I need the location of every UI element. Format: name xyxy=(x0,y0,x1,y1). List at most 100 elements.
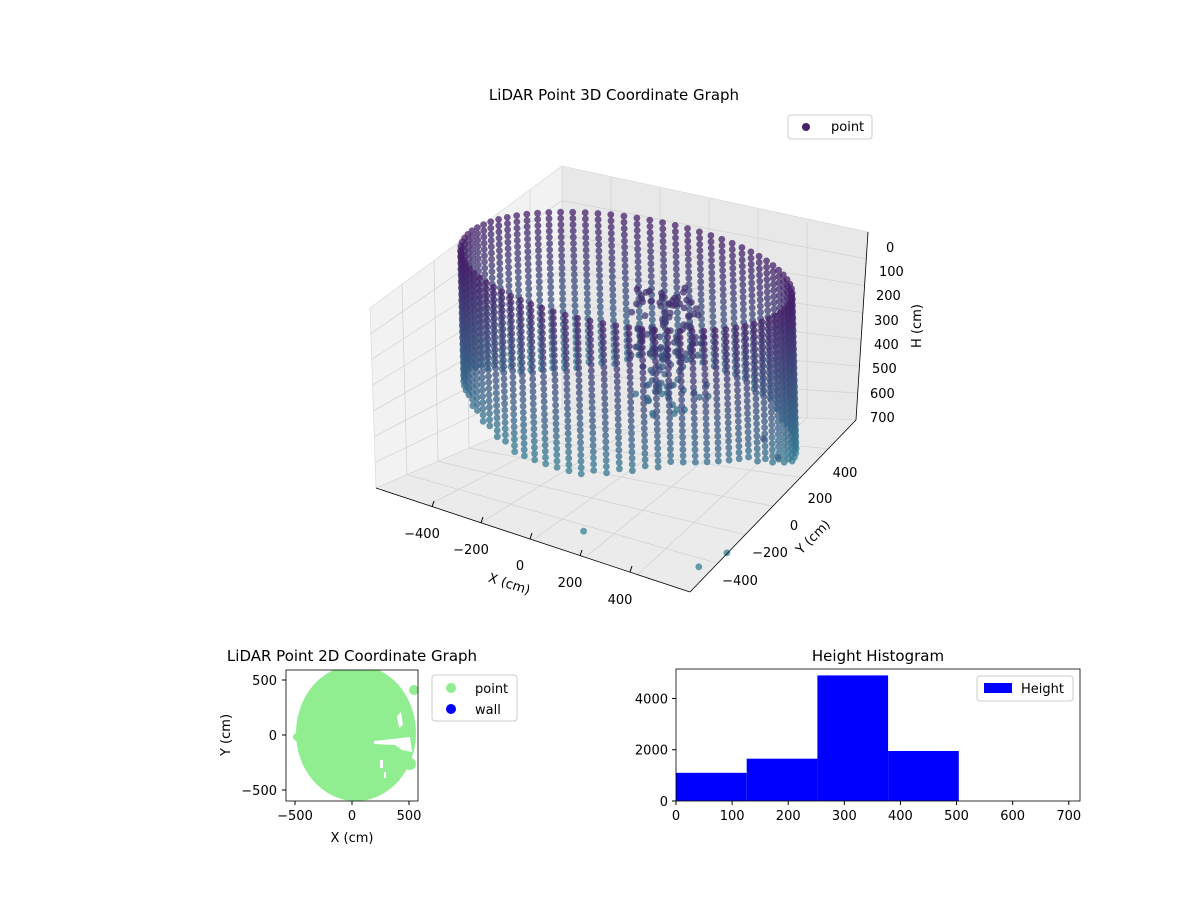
scatter-point xyxy=(742,335,750,343)
scatter-point xyxy=(657,379,665,387)
scatter-point xyxy=(713,401,721,409)
scatter-point xyxy=(647,297,655,305)
scatter-point xyxy=(703,446,711,453)
scatter-point xyxy=(538,323,546,331)
scatter-point xyxy=(535,272,543,279)
scatter-point xyxy=(756,271,763,279)
scatter-point xyxy=(613,359,621,367)
y-tick-label-2d: 500 xyxy=(252,674,277,689)
scatter-point xyxy=(553,439,560,446)
y-axis-label-2d: Y (cm) xyxy=(219,714,234,757)
scatter-point xyxy=(576,408,584,415)
scatter-point xyxy=(622,306,630,313)
scatter-point xyxy=(491,339,499,347)
scatter-point xyxy=(483,322,491,330)
scatter-point xyxy=(735,449,743,456)
scatter-point xyxy=(547,283,555,291)
scatter-point xyxy=(756,277,764,285)
scatter-point xyxy=(669,302,677,309)
scatter-point xyxy=(569,215,577,222)
scatter-point xyxy=(778,371,786,379)
x-tick-label: 200 xyxy=(558,576,583,591)
scatter-point xyxy=(633,233,641,241)
scatter-point xyxy=(707,238,715,246)
scatter-point xyxy=(595,247,603,255)
scatter-point xyxy=(677,377,685,385)
scatter-point xyxy=(730,295,737,303)
scatter-point xyxy=(546,246,554,254)
scatter-point xyxy=(510,398,517,406)
scatter-point xyxy=(513,224,521,232)
scatter-point xyxy=(588,398,596,406)
scatter-point xyxy=(491,321,498,329)
scatter-point xyxy=(539,354,547,362)
scatter-point xyxy=(485,366,492,374)
scatter-point xyxy=(571,289,579,297)
scatter-point xyxy=(524,242,531,249)
scatter-point xyxy=(472,351,480,358)
scatter-point xyxy=(487,224,495,232)
scatter-point xyxy=(756,265,763,273)
scatter-point xyxy=(564,411,571,419)
scatter-point xyxy=(487,237,495,244)
scatter-point xyxy=(508,342,516,350)
scatter-point xyxy=(577,464,585,471)
scatter-point xyxy=(482,279,490,287)
scatter-point xyxy=(596,297,604,304)
scatter-point xyxy=(689,340,696,348)
scatter-point xyxy=(773,368,781,376)
scatter-point xyxy=(768,415,775,423)
scatter-point xyxy=(553,464,561,471)
scatter-point xyxy=(770,305,778,313)
scatter-point xyxy=(540,404,548,412)
scatter-point xyxy=(521,452,528,460)
scatter-point xyxy=(589,423,597,431)
scatter-point xyxy=(724,388,731,395)
scatter-point xyxy=(765,315,773,323)
scatter-point xyxy=(651,339,659,346)
scatter-point xyxy=(743,378,751,386)
legend-hist: Height xyxy=(976,675,1074,702)
scatter-point xyxy=(509,355,516,362)
scatter-point xyxy=(583,271,591,279)
scatter-point xyxy=(614,421,622,429)
scatter-point xyxy=(774,454,782,461)
z-axis-line xyxy=(855,231,869,421)
scatter-point xyxy=(690,408,698,416)
scatter-point xyxy=(514,262,522,269)
scatter-point xyxy=(484,329,491,336)
chart-3d-title: LiDAR Point 3D Coordinate Graph xyxy=(489,86,739,104)
scatter-point xyxy=(514,268,522,275)
scatter-point xyxy=(575,389,583,397)
scatter-point xyxy=(599,338,607,346)
plot-frame-hist xyxy=(675,668,1081,802)
scatter-point xyxy=(639,298,646,306)
grid-line xyxy=(468,447,774,507)
scatter-point xyxy=(496,265,504,273)
scatter-point xyxy=(672,240,680,248)
scatter-point xyxy=(720,298,727,305)
legend-label: point xyxy=(475,682,508,697)
scatter-point xyxy=(673,278,680,285)
scatter-point xyxy=(590,454,597,462)
scatter-point xyxy=(557,239,565,247)
scatter-point xyxy=(768,433,776,441)
scatter-point xyxy=(518,346,526,354)
scatter-point xyxy=(524,235,531,243)
scatter-point xyxy=(502,437,509,445)
scatter-point xyxy=(576,426,584,434)
scatter-point xyxy=(625,330,633,338)
scatter-point xyxy=(697,278,705,286)
scatter-point xyxy=(589,411,596,418)
z-tick-label: 500 xyxy=(872,362,897,377)
scatter-point xyxy=(639,363,647,370)
scatter-point xyxy=(779,271,787,279)
scatter-point xyxy=(577,439,584,447)
cloud-gap xyxy=(399,676,405,686)
scatter-point xyxy=(777,328,785,335)
scatter-point xyxy=(499,338,507,345)
scatter-point xyxy=(529,375,537,383)
scatter-point xyxy=(742,322,749,330)
scatter-point xyxy=(479,411,487,419)
scatter-point xyxy=(545,227,553,235)
